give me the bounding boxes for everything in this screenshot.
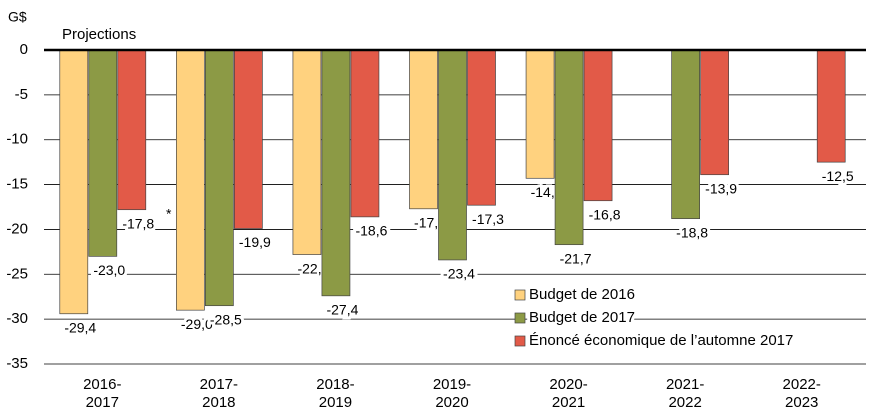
- bar: [409, 49, 438, 210]
- bar: [438, 49, 467, 261]
- y-tick-label: -35: [6, 355, 28, 372]
- x-tick-label: 2016- 2017: [83, 376, 122, 411]
- value-label: -17,3: [472, 211, 504, 227]
- bar: [88, 49, 118, 257]
- y-tick-label: -20: [6, 220, 28, 237]
- value-label: -27,4: [326, 302, 358, 318]
- bar: [671, 49, 700, 220]
- value-label: -29,0: [181, 316, 213, 332]
- legend-swatch: [514, 289, 526, 301]
- annotation: *: [166, 205, 172, 221]
- value-label: -16,8: [589, 206, 621, 222]
- bar: [554, 49, 584, 246]
- value-label: -29,4: [64, 319, 96, 335]
- y-tick-label: -15: [6, 176, 28, 193]
- value-label: -21,7: [560, 250, 592, 266]
- x-tick-label: 2019- 2020: [432, 376, 472, 411]
- bar: [321, 49, 351, 297]
- bar: [234, 49, 263, 229]
- legend-label: Budget de 2016: [529, 286, 635, 303]
- value-label: -28,5: [210, 311, 242, 327]
- value-label: -23,4: [443, 266, 475, 282]
- value-labels: -29,4-23,0-17,8*-29,0-28,5-19,9-22,8-27,…: [61, 165, 857, 339]
- value-label: -12,5: [822, 168, 854, 184]
- legend-label: Budget de 2017: [529, 309, 635, 326]
- legend-swatch: [514, 335, 526, 347]
- bar: [525, 49, 555, 179]
- bar: [816, 49, 846, 163]
- legend-swatch: [514, 312, 526, 324]
- x-tick-label: 2020- 2021: [549, 376, 588, 411]
- value-label: -13,9: [705, 180, 737, 196]
- x-tick-label: 2022- 2023: [782, 376, 821, 411]
- bar: [350, 49, 380, 218]
- unit-label: G$: [8, 9, 27, 25]
- y-tick-label: -30: [6, 310, 28, 327]
- x-tick-label: 2017- 2018: [199, 376, 239, 411]
- bar: [205, 49, 234, 307]
- value-label: -18,6: [355, 223, 387, 239]
- bar: [117, 49, 147, 211]
- value-label: -17,8: [122, 215, 154, 231]
- x-tick-label: 2018- 2019: [316, 376, 355, 411]
- bar: [467, 49, 496, 206]
- y-tick-label: 0: [20, 41, 28, 58]
- legend-label: Énoncé économique de l’automne 2017: [529, 332, 793, 349]
- bar: [292, 49, 322, 255]
- bar: [583, 49, 613, 202]
- y-tick-label: -5: [15, 86, 28, 103]
- y-tick-label: -25: [6, 265, 28, 282]
- value-label: -19,9: [239, 234, 271, 250]
- bar: [700, 49, 729, 176]
- bar: [59, 49, 89, 315]
- y-tick-label: -10: [6, 131, 28, 148]
- value-label: -18,8: [676, 224, 708, 240]
- value-label: -23,0: [93, 262, 125, 278]
- subtitle: Projections: [62, 26, 136, 43]
- x-tick-label: 2021- 2022: [665, 376, 705, 411]
- bar: [176, 49, 205, 311]
